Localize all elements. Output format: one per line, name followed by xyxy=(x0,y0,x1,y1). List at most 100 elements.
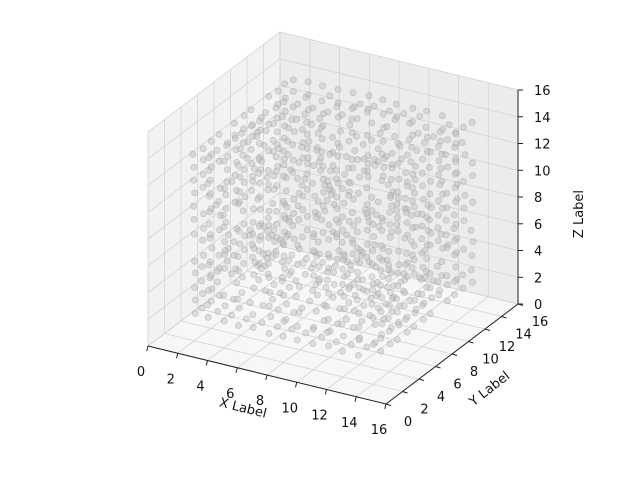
data-point xyxy=(299,139,307,146)
data-point xyxy=(320,301,328,309)
data-point xyxy=(318,97,326,105)
x-tick-mark xyxy=(235,367,238,373)
data-point xyxy=(265,180,272,188)
data-point xyxy=(435,142,442,150)
data-point xyxy=(393,188,401,196)
data-point xyxy=(355,284,363,292)
data-point xyxy=(307,120,315,128)
data-point xyxy=(373,211,381,219)
x-tick-label: 2 xyxy=(167,372,175,387)
data-point xyxy=(469,198,477,206)
data-point xyxy=(317,124,325,132)
x-tick-mark xyxy=(176,353,179,359)
grid-z-left xyxy=(147,85,281,186)
data-point xyxy=(364,152,372,160)
data-point xyxy=(321,181,328,189)
data-point xyxy=(249,218,257,226)
data-point xyxy=(452,220,460,228)
data-point xyxy=(359,276,366,284)
data-point xyxy=(215,130,223,138)
data-point xyxy=(393,200,401,208)
data-point xyxy=(224,152,232,160)
data-point xyxy=(272,247,280,255)
x-tick-mark xyxy=(146,345,149,352)
data-point xyxy=(360,302,368,309)
data-point xyxy=(333,167,340,174)
data-point xyxy=(204,301,211,309)
data-point xyxy=(469,172,476,179)
data-point xyxy=(340,250,348,258)
data-point xyxy=(412,305,420,313)
data-point xyxy=(410,256,418,264)
data-point xyxy=(280,98,288,106)
data-point xyxy=(323,276,331,284)
data-point xyxy=(418,169,426,177)
data-point xyxy=(356,100,364,108)
data-point xyxy=(247,145,255,153)
data-point xyxy=(324,268,332,276)
data-point xyxy=(363,108,371,116)
data-point xyxy=(406,119,414,127)
axis-lines xyxy=(146,89,524,410)
data-point xyxy=(191,309,199,317)
data-point xyxy=(294,202,302,210)
data-point xyxy=(320,188,328,196)
data-point xyxy=(313,144,321,151)
data-point xyxy=(242,315,250,323)
data-point xyxy=(207,205,215,213)
data-point xyxy=(205,220,213,228)
data-point xyxy=(292,293,300,300)
data-point xyxy=(349,324,357,331)
y-tick-label: 4 xyxy=(437,390,445,405)
data-point xyxy=(282,174,290,182)
data-point xyxy=(452,130,460,138)
data-point xyxy=(288,251,296,259)
data-point xyxy=(220,317,228,325)
data-point xyxy=(413,210,421,218)
data-point xyxy=(394,194,402,202)
data-point xyxy=(405,136,413,144)
data-point xyxy=(438,258,446,266)
data-point xyxy=(293,322,301,330)
data-point xyxy=(236,173,244,181)
data-point xyxy=(295,245,303,253)
data-point xyxy=(274,306,282,314)
data-point xyxy=(439,190,447,198)
data-point xyxy=(216,264,223,272)
data-point xyxy=(345,285,353,293)
data-point xyxy=(240,178,248,186)
data-point xyxy=(264,186,272,194)
data-point xyxy=(402,208,410,216)
data-point xyxy=(364,213,372,221)
data-point xyxy=(339,185,346,193)
data-point xyxy=(395,247,402,255)
data-point xyxy=(281,155,288,163)
data-point xyxy=(386,340,394,348)
data-point xyxy=(373,292,381,300)
x-tick-mark xyxy=(354,396,357,402)
data-point xyxy=(255,222,263,230)
x-tick-label: 12 xyxy=(311,409,328,424)
data-point xyxy=(385,266,393,274)
data-point xyxy=(393,113,401,121)
data-point xyxy=(427,204,435,211)
data-point xyxy=(281,80,289,88)
data-point xyxy=(249,121,256,129)
data-point xyxy=(321,207,329,215)
data-point xyxy=(265,273,273,281)
data-point xyxy=(272,207,280,215)
data-point xyxy=(191,230,198,238)
data-point xyxy=(368,193,375,201)
data-point xyxy=(388,308,396,316)
data-point xyxy=(334,86,342,93)
data-point xyxy=(383,123,391,131)
data-point xyxy=(443,244,451,251)
data-point xyxy=(413,147,421,154)
data-point xyxy=(269,147,277,155)
data-point xyxy=(222,218,230,226)
data-point xyxy=(263,255,271,262)
data-point xyxy=(318,334,326,341)
data-point xyxy=(253,132,261,140)
data-point xyxy=(407,237,415,245)
